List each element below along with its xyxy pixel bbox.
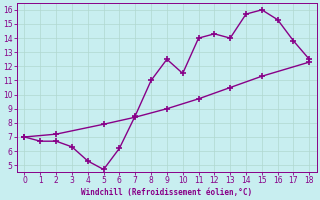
X-axis label: Windchill (Refroidissement éolien,°C): Windchill (Refroidissement éolien,°C) xyxy=(81,188,252,197)
